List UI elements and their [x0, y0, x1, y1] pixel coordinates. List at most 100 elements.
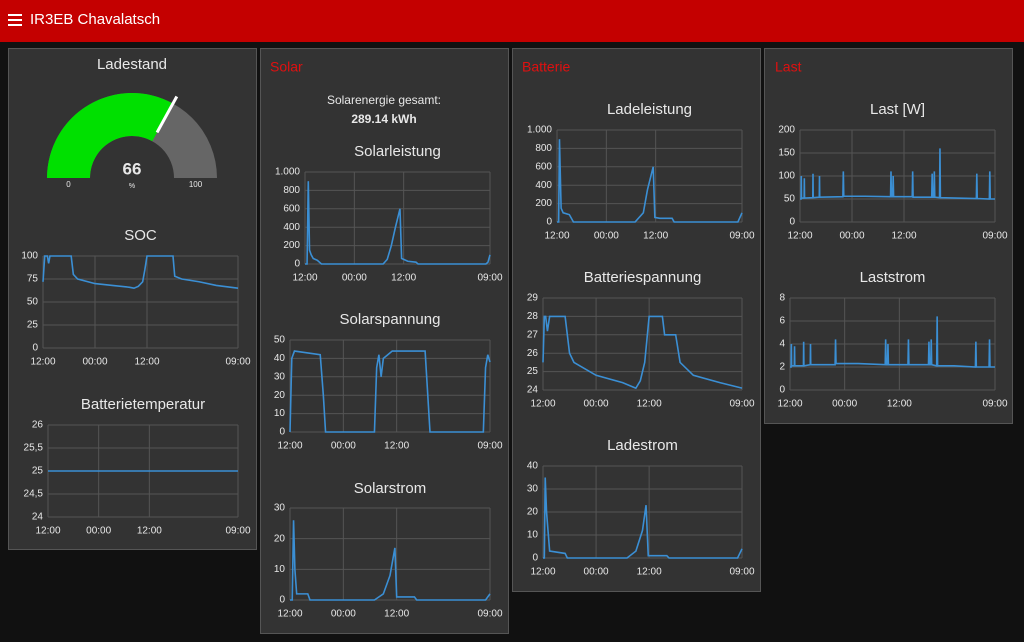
y-tick-label: 20	[527, 507, 539, 518]
x-tick-label: 12:00	[292, 273, 317, 284]
y-tick-label: 25	[32, 466, 44, 477]
x-tick-label: 00:00	[584, 567, 609, 578]
y-tick-label: 10	[527, 530, 539, 541]
x-tick-label: 12:00	[530, 567, 555, 578]
y-tick-label: 24,5	[24, 489, 44, 500]
data-line	[543, 477, 743, 559]
y-tick-label: 1.000	[275, 167, 300, 178]
y-tick-label: 0	[532, 553, 538, 564]
x-tick-label: 12:00	[384, 441, 409, 452]
x-tick-label: 12:00	[544, 231, 569, 242]
chart-title: Batterietemperatur	[81, 396, 205, 413]
y-tick-label: 20	[274, 390, 286, 401]
x-tick-label: 12:00	[277, 441, 302, 452]
x-tick-label: 12:00	[637, 567, 662, 578]
group-title: Batterie	[522, 59, 570, 75]
data-line	[305, 181, 491, 265]
toolbar	[0, 0, 1024, 42]
y-tick-label: 30	[274, 371, 286, 382]
x-tick-label: 12:00	[887, 399, 912, 410]
chart-title: Ladeleistung	[607, 101, 692, 118]
y-tick-label: 0	[779, 385, 785, 396]
x-tick-label: 00:00	[86, 526, 111, 537]
y-tick-label: 200	[535, 198, 552, 209]
y-tick-label: 0	[294, 259, 300, 270]
x-tick-label: 09:00	[982, 399, 1007, 410]
x-tick-label: 09:00	[225, 526, 250, 537]
x-tick-label: 00:00	[584, 399, 609, 410]
y-tick-label: 26	[527, 348, 539, 359]
x-tick-label: 00:00	[82, 357, 107, 368]
y-tick-label: 0	[279, 427, 285, 438]
group-title: Solar	[270, 59, 303, 75]
group-card	[260, 48, 509, 634]
y-tick-label: 200	[778, 125, 795, 136]
y-tick-label: 0	[546, 217, 552, 228]
y-tick-label: 1.000	[527, 125, 552, 136]
x-tick-label: 12:00	[134, 357, 159, 368]
page-title: IR3EB Chavalatsch	[30, 11, 160, 28]
y-tick-label: 0	[32, 343, 38, 354]
x-tick-label: 00:00	[594, 231, 619, 242]
group-card	[512, 48, 761, 592]
y-tick-label: 50	[784, 194, 796, 205]
x-tick-label: 12:00	[891, 231, 916, 242]
x-tick-label: 12:00	[637, 399, 662, 410]
y-tick-label: 6	[779, 316, 785, 327]
data-line	[557, 139, 743, 223]
menu-bar	[8, 19, 22, 21]
x-tick-label: 12:00	[384, 609, 409, 620]
x-tick-label: 12:00	[777, 399, 802, 410]
y-tick-label: 24	[527, 385, 539, 396]
data-line	[542, 315, 743, 390]
data-line	[42, 255, 239, 290]
y-tick-label: 0	[789, 217, 795, 228]
y-tick-label: 8	[779, 293, 785, 304]
x-tick-label: 09:00	[729, 399, 754, 410]
y-tick-label: 20	[274, 533, 286, 544]
x-tick-label: 12:00	[35, 526, 60, 537]
y-tick-label: 10	[274, 408, 286, 419]
y-tick-label: 24	[32, 512, 44, 523]
gauge-value	[47, 92, 173, 178]
y-tick-label: 50	[27, 297, 39, 308]
y-tick-label: 400	[283, 222, 300, 233]
chart-title: Solarstrom	[354, 480, 427, 497]
chart-title: SOC	[124, 227, 157, 244]
y-tick-label: 800	[283, 185, 300, 196]
x-tick-label: 00:00	[331, 441, 356, 452]
x-tick-label: 09:00	[729, 231, 754, 242]
x-tick-label: 12:00	[30, 357, 55, 368]
y-tick-label: 100	[21, 251, 38, 262]
group-title: Last	[775, 59, 802, 75]
y-tick-label: 600	[283, 203, 300, 214]
x-tick-label: 09:00	[477, 609, 502, 620]
y-tick-label: 150	[778, 148, 795, 159]
y-tick-label: 29	[527, 293, 539, 304]
y-tick-label: 200	[283, 240, 300, 251]
y-tick-label: 75	[27, 274, 39, 285]
data-line	[289, 350, 491, 433]
chart-title: Solarleistung	[354, 143, 441, 160]
chart-title: Last [W]	[870, 101, 925, 118]
x-tick-label: 09:00	[477, 273, 502, 284]
text-value: 289.14 kWh	[351, 112, 416, 126]
chart-title: Ladestrom	[607, 437, 678, 454]
x-tick-label: 12:00	[643, 231, 668, 242]
y-tick-label: 40	[274, 353, 286, 364]
y-tick-label: 100	[778, 171, 795, 182]
y-tick-label: 26	[32, 420, 44, 431]
y-tick-label: 4	[779, 339, 785, 350]
y-tick-label: 50	[274, 335, 286, 346]
y-tick-label: 800	[535, 143, 552, 154]
y-tick-label: 400	[535, 180, 552, 191]
x-tick-label: 09:00	[225, 357, 250, 368]
menu-button[interactable]	[8, 14, 22, 26]
y-tick-label: 25,5	[24, 443, 44, 454]
x-tick-label: 12:00	[391, 273, 416, 284]
x-tick-label: 00:00	[839, 231, 864, 242]
chart-title: Laststrom	[860, 269, 926, 286]
data-line	[800, 148, 995, 200]
x-tick-label: 09:00	[982, 231, 1007, 242]
